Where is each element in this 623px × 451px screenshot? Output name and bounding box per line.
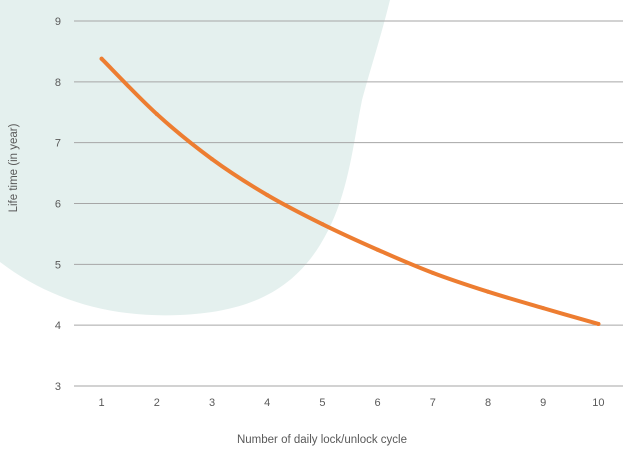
data-point-8 (486, 289, 490, 294)
x-tick-label: 2 (154, 397, 160, 409)
y-tick-label: 5 (55, 259, 61, 271)
x-axis-title: Number of daily lock/unlock cycle (237, 434, 407, 446)
y-axis-title: Life time (in year) (8, 123, 20, 212)
x-tick-label: 10 (592, 397, 604, 409)
data-point-9 (541, 306, 546, 311)
x-tick-label: 3 (209, 397, 215, 409)
y-tick-label: 9 (55, 16, 61, 28)
background-shape (0, 0, 390, 316)
y-tick-label: 7 (55, 138, 61, 150)
data-point-2 (154, 112, 159, 117)
x-tick-label: 5 (319, 397, 325, 409)
y-axis-ticks: 3 4 5 6 7 8 9 (55, 16, 61, 393)
data-point-1 (99, 56, 104, 61)
y-tick-label: 8 (55, 77, 61, 89)
x-tick-label: 1 (99, 397, 105, 409)
y-tick-label: 6 (55, 199, 61, 211)
x-tick-label: 9 (540, 397, 546, 409)
x-tick-label: 4 (264, 397, 270, 409)
x-tick-label: 7 (430, 397, 436, 409)
data-point-5 (320, 222, 325, 227)
data-point-7 (430, 270, 435, 275)
y-tick-label: 4 (55, 320, 61, 332)
data-point-4 (265, 192, 270, 197)
series-layer (99, 56, 601, 326)
data-point-10 (596, 321, 601, 326)
y-tick-label: 3 (55, 381, 61, 393)
x-axis-ticks: 1 2 3 4 5 6 7 8 9 10 (99, 397, 605, 409)
x-tick-label: 8 (485, 397, 491, 409)
data-point-6 (375, 247, 380, 252)
data-point-3 (210, 157, 214, 162)
gridlines (74, 20, 623, 387)
series-line-0 (99, 56, 601, 326)
x-tick-label: 6 (375, 397, 381, 409)
